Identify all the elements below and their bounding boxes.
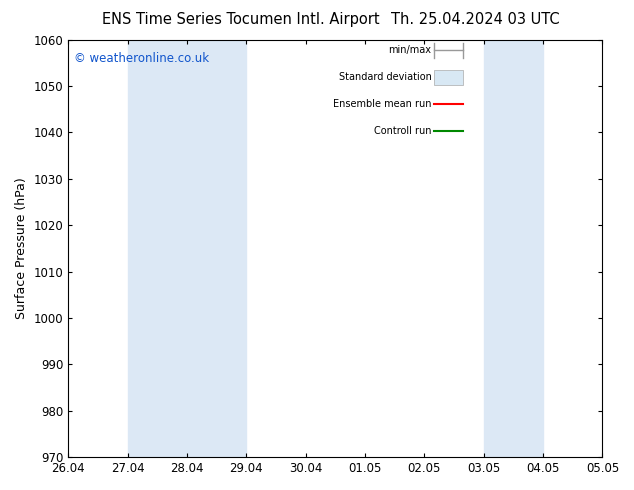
Text: min/max: min/max bbox=[389, 45, 431, 55]
Text: ENS Time Series Tocumen Intl. Airport: ENS Time Series Tocumen Intl. Airport bbox=[102, 12, 380, 27]
Text: Standard deviation: Standard deviation bbox=[339, 72, 431, 82]
Text: © weatheronline.co.uk: © weatheronline.co.uk bbox=[74, 52, 209, 65]
Text: Controll run: Controll run bbox=[374, 126, 431, 136]
Bar bbox=[484, 40, 543, 457]
Bar bbox=[127, 40, 246, 457]
Text: Ensemble mean run: Ensemble mean run bbox=[333, 99, 431, 109]
Text: Th. 25.04.2024 03 UTC: Th. 25.04.2024 03 UTC bbox=[391, 12, 560, 27]
Y-axis label: Surface Pressure (hPa): Surface Pressure (hPa) bbox=[15, 177, 28, 319]
Bar bbox=[434, 70, 463, 85]
